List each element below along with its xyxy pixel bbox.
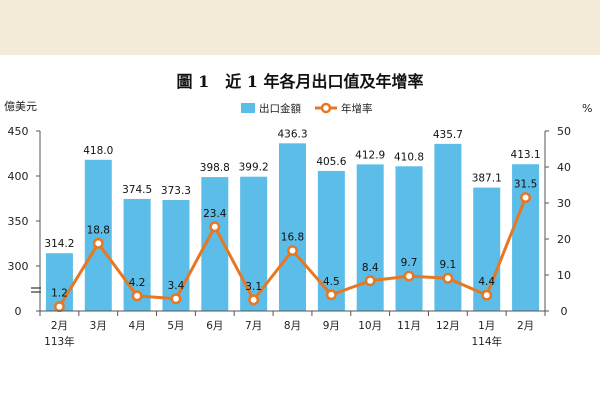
bar-value-label: 374.5 [122, 184, 152, 196]
right-tick-label: 40 [557, 161, 571, 174]
point-value-label: 4.5 [323, 276, 340, 288]
year-label: 114年 [471, 335, 502, 348]
chart-title: 圖 1 近 1 年各月出口值及年增率 [177, 72, 424, 91]
x-axis: 2月 113年 3月 4月 5月 6月 7月 8月 9月 10月 11月 12月 1月 114年 2月 [39, 310, 546, 348]
legend-swatch-bar [241, 103, 255, 113]
category-label: 10月 [358, 320, 382, 332]
legend: 出口金額 年增率 [241, 102, 373, 115]
bar-labels: 314.2 418.0 374.5 373.3 398.8 399.2 436.3 405.6… [44, 128, 540, 250]
point-value-label: 9.1 [440, 259, 457, 271]
category-label: 7月 [245, 320, 262, 332]
right-tick-label: 20 [557, 233, 571, 246]
bar-value-label: 410.8 [394, 151, 424, 163]
category-label: 3月 [90, 320, 107, 332]
category-label: 8月 [284, 320, 301, 332]
legend-marker [320, 102, 332, 114]
line-point [364, 275, 376, 287]
point-value-label: 8.4 [362, 262, 379, 274]
line-point [53, 301, 65, 313]
category-label: 11月 [397, 320, 421, 332]
bar-value-label: 412.9 [355, 149, 385, 161]
bar [162, 200, 190, 311]
bar [317, 170, 345, 311]
category-label: 4月 [129, 320, 146, 332]
bar-value-label: 387.1 [472, 173, 502, 185]
category-label: 5月 [167, 320, 184, 332]
line-point [520, 192, 532, 204]
bar-value-label: 398.8 [200, 162, 230, 174]
bar-value-label: 418.0 [83, 145, 113, 157]
left-tick-label: 400 [8, 170, 29, 183]
point-labels: 1.2 18.8 4.2 3.4 23.4 3.1 16.8 4.5 8.4 9.7 9.1 4.4 3… [51, 179, 537, 300]
left-tick-label: 350 [8, 215, 29, 228]
bar-value-label: 435.7 [433, 129, 463, 141]
point-value-label: 4.4 [478, 276, 495, 288]
bar [434, 143, 462, 311]
bar-value-label: 314.2 [44, 238, 74, 250]
point-value-label: 3.4 [168, 280, 185, 292]
category-label: 12月 [436, 320, 460, 332]
bar-value-label: 413.1 [511, 149, 541, 161]
legend-label-bar: 出口金額 [259, 102, 301, 115]
point-value-label: 23.4 [203, 208, 227, 220]
line-series [53, 192, 532, 313]
bar [279, 143, 306, 311]
bar [356, 164, 384, 311]
bar [512, 164, 540, 311]
left-axis: 0 300 350 400 450 [8, 125, 41, 318]
year-label: 113年 [44, 335, 75, 348]
point-value-label: 31.5 [514, 179, 537, 191]
point-value-label: 1.2 [51, 288, 68, 300]
line-point [481, 289, 493, 301]
line-point [442, 272, 454, 284]
point-value-label: 9.7 [401, 257, 418, 269]
line-point [131, 290, 143, 302]
legend-label-line: 年增率 [341, 102, 373, 115]
bar-value-label: 373.3 [161, 185, 191, 197]
right-tick-label: 50 [557, 125, 571, 138]
right-tick-label: 30 [557, 197, 571, 210]
point-value-label: 18.8 [87, 224, 110, 236]
bar [395, 166, 423, 311]
bar-value-label: 436.3 [277, 128, 307, 140]
category-label: 2月 [51, 320, 68, 332]
left-tick-label: 450 [8, 125, 29, 138]
bar-value-label: 405.6 [316, 156, 346, 168]
line-point [248, 294, 260, 306]
category-label: 2月 [517, 320, 534, 332]
point-value-label: 16.8 [281, 232, 304, 244]
line-point [92, 237, 104, 249]
category-label: 9月 [323, 320, 340, 332]
line-point [170, 293, 182, 305]
line-point [209, 221, 221, 233]
left-tick-label: 300 [8, 260, 29, 273]
line-point [287, 245, 298, 256]
line-point [403, 270, 415, 282]
right-axis-unit: % [582, 102, 592, 115]
bar-series [45, 143, 540, 311]
left-axis-unit: 億美元 [4, 100, 37, 113]
category-label: 6月 [206, 320, 223, 332]
right-tick-label: 10 [557, 269, 571, 282]
line-point [325, 289, 337, 301]
bar [84, 159, 112, 311]
category-label: 1月 [478, 320, 495, 332]
right-axis: 0 10 20 30 40 50 [544, 125, 571, 318]
right-tick-label: 0 [561, 305, 568, 318]
left-tick-label: 0 [15, 305, 22, 318]
point-value-label: 4.2 [129, 277, 146, 289]
point-value-label: 3.1 [245, 281, 262, 293]
bar-value-label: 399.2 [239, 162, 269, 174]
